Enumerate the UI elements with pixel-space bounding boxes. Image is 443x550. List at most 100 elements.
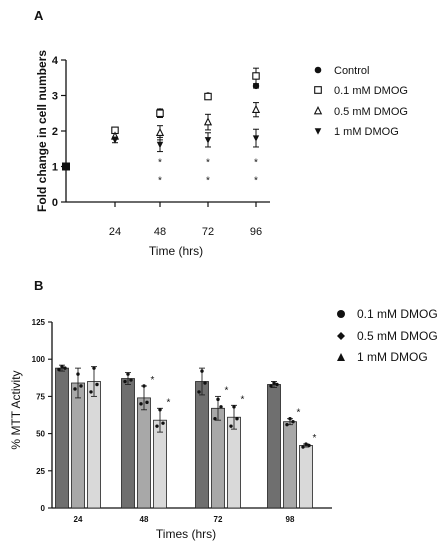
- panel-b-significance-star: *: [313, 433, 317, 444]
- panel-a-legend-marker: [314, 86, 322, 94]
- panel-b-x-tick-label: 98: [286, 515, 295, 524]
- panel-b-data-point: [95, 382, 99, 387]
- panel-a-legend-marker: [314, 128, 322, 135]
- panel-b-data-point: [304, 442, 308, 446]
- panel-b-data-point: [158, 408, 162, 412]
- panel-b-data-point: [60, 364, 64, 369]
- panel-a-point: [251, 104, 261, 113]
- panel-a-x-title: Time (hrs): [149, 244, 203, 258]
- panel-b-data-point: [229, 424, 233, 428]
- panel-b-data-point: [161, 421, 165, 425]
- panel-b-data-point: [301, 445, 305, 449]
- panel-a-significance-star: *: [254, 158, 258, 169]
- panel-b-data-point: [216, 397, 220, 402]
- panel-b-bar: [227, 416, 241, 509]
- panel-b-significance-star: *: [297, 408, 301, 419]
- panel-b-data-point: [89, 390, 93, 394]
- panel-b-bar: [87, 381, 101, 509]
- panel-b-significance-star: *: [167, 397, 171, 408]
- panel-b-bar: [137, 397, 151, 509]
- panel-a: Fold change in cell numbers Time (hrs) 0…: [35, 50, 270, 258]
- panel-a-point: [252, 135, 260, 142]
- panel-b-bar: [71, 382, 85, 509]
- panel-a-legend-label: Control: [334, 65, 369, 77]
- panel-b-y-tick-label: 0: [41, 504, 46, 513]
- panel-b-legend-label: 0.1 mM DMOG: [357, 307, 438, 321]
- panel-a-y-title: Fold change in cell numbers: [35, 50, 49, 212]
- panel-b-data-point: [155, 424, 159, 428]
- panel-b-bar: [211, 407, 225, 509]
- panel-a-legend: Control 0.1 mM DMOG 0.5 mM DMOG 1 mM DMOG: [313, 65, 408, 138]
- panel-b-data-point: [269, 384, 273, 388]
- panel-b-data-point: [275, 382, 279, 387]
- panel-b: % MTT Activity Times (hrs) 0 25 50 75 100 125…: [9, 318, 332, 541]
- panel-b-data-point: [213, 417, 217, 421]
- panel-b-x-tick-label: 24: [74, 515, 83, 524]
- panel-b-x-tick-label: 48: [140, 515, 149, 524]
- panel-b-data-point: [142, 384, 146, 388]
- panel-b-data-point: [200, 369, 204, 373]
- panel-a-significance-star: *: [158, 175, 162, 186]
- panel-a-significance-star: *: [206, 158, 210, 169]
- panel-a-point: [156, 141, 164, 149]
- panel-b-data-point: [235, 417, 239, 421]
- panel-b-data-point: [73, 387, 77, 391]
- panel-b-data-point: [307, 443, 311, 448]
- panel-b-legend: 0.1 mM DMOG 0.5 mM DMOG 1 mM DMOG: [337, 307, 438, 364]
- panel-a-point: [204, 137, 212, 144]
- panel-b-data-point: [272, 381, 276, 385]
- panel-a-significance-star: *: [206, 175, 210, 186]
- panel-b-bar: [55, 367, 69, 509]
- panel-a-legend-label: 1 mM DMOG: [334, 126, 399, 138]
- panel-a-point: [204, 92, 212, 101]
- panel-b-y-tick-label: 25: [36, 467, 45, 476]
- panel-a-x-tick-label: 24: [109, 226, 121, 238]
- panel-b-legend-marker: [337, 310, 345, 318]
- panel-b-y-title: % MTT Activity: [9, 370, 23, 449]
- panel-a-x-tick-label: 48: [154, 226, 166, 238]
- panel-a-point: [252, 82, 260, 90]
- panel-b-data-point: [63, 366, 67, 370]
- panel-b-bar: [121, 378, 135, 509]
- panel-b-significance-star: *: [151, 375, 155, 386]
- panel-b-data-point: [203, 381, 207, 385]
- panel-b-y-tick-label: 100: [32, 355, 46, 364]
- panel-b-x-title: Times (hrs): [156, 527, 216, 541]
- panel-b-data-point: [291, 419, 295, 424]
- panel-b-data-point: [288, 417, 292, 421]
- panel-b-legend-label: 0.5 mM DMOG: [357, 329, 438, 343]
- panel-b-data-point: [139, 402, 143, 406]
- panel-b-data-point: [57, 367, 61, 372]
- panel-a-legend-label: 0.5 mM DMOG: [334, 106, 408, 118]
- panel-b-bar: [195, 381, 209, 509]
- panel-b-significance-star: *: [241, 394, 245, 405]
- panel-b-data-point: [219, 405, 223, 409]
- panel-b-letter: B: [34, 278, 43, 293]
- panel-b-data-point: [123, 379, 127, 384]
- panel-b-x-tick-label: 72: [214, 515, 223, 524]
- panel-b-legend-marker: [337, 353, 345, 361]
- panel-a-letter: A: [34, 8, 44, 23]
- panel-a-y-tick-label: 4: [52, 55, 59, 67]
- panel-b-legend-label: 1 mM DMOG: [357, 350, 428, 364]
- panel-b-y-tick-label: 50: [36, 430, 45, 439]
- panel-a-y-tick-label: 1: [52, 162, 58, 174]
- panel-b-data-point: [76, 372, 80, 376]
- panel-b-bar: [267, 384, 281, 509]
- panel-a-significance-star: *: [254, 175, 258, 186]
- panel-a-point: [252, 72, 260, 80]
- panel-a-legend-marker: [314, 66, 322, 74]
- panel-b-data-point: [145, 400, 149, 405]
- panel-b-data-point: [92, 366, 96, 370]
- panel-a-y-tick-label: 2: [52, 126, 58, 138]
- panel-b-data-point: [285, 422, 289, 427]
- panel-a-significance-star: *: [158, 158, 162, 169]
- panel-a-y-tick-label: 0: [52, 197, 58, 209]
- panel-a-x-tick-label: 72: [202, 226, 214, 238]
- panel-a-legend-marker: [313, 105, 323, 115]
- panel-b-bar: [283, 421, 297, 509]
- panel-a-legend-label: 0.1 mM DMOG: [334, 85, 408, 97]
- panel-b-bar: [299, 445, 313, 509]
- panel-b-bar: [153, 419, 167, 509]
